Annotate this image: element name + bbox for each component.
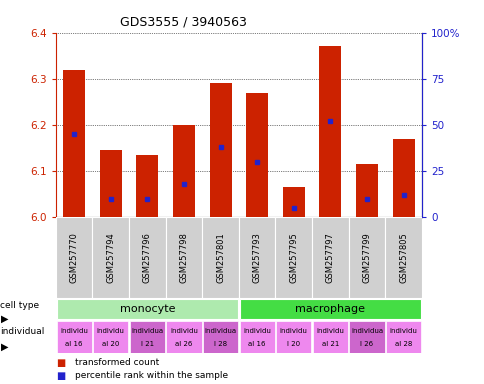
Text: individu: individu xyxy=(97,328,124,334)
FancyBboxPatch shape xyxy=(166,321,201,353)
Text: transformed count: transformed count xyxy=(75,358,159,367)
Bar xyxy=(246,93,268,217)
FancyBboxPatch shape xyxy=(239,299,420,319)
Bar xyxy=(173,125,195,217)
FancyBboxPatch shape xyxy=(166,217,202,298)
Bar xyxy=(392,139,414,217)
FancyBboxPatch shape xyxy=(239,321,274,353)
FancyBboxPatch shape xyxy=(275,217,312,298)
Text: macrophage: macrophage xyxy=(295,304,364,314)
Text: al 21: al 21 xyxy=(321,341,338,347)
Text: al 16: al 16 xyxy=(65,341,83,347)
Text: GDS3555 / 3940563: GDS3555 / 3940563 xyxy=(120,15,247,28)
FancyBboxPatch shape xyxy=(349,321,384,353)
Text: percentile rank within the sample: percentile rank within the sample xyxy=(75,371,228,380)
Text: GSM257798: GSM257798 xyxy=(179,232,188,283)
Bar xyxy=(209,83,231,217)
Text: al 28: al 28 xyxy=(394,341,411,347)
Text: GSM257770: GSM257770 xyxy=(69,232,78,283)
Text: individu: individu xyxy=(279,328,307,334)
FancyBboxPatch shape xyxy=(385,321,420,353)
Text: cell type: cell type xyxy=(0,301,40,310)
FancyBboxPatch shape xyxy=(276,321,311,353)
FancyBboxPatch shape xyxy=(56,217,92,298)
Text: GSM257797: GSM257797 xyxy=(325,232,334,283)
Text: al 16: al 16 xyxy=(248,341,265,347)
FancyBboxPatch shape xyxy=(312,217,348,298)
FancyBboxPatch shape xyxy=(92,217,129,298)
Text: GSM257805: GSM257805 xyxy=(398,232,408,283)
Text: GSM257793: GSM257793 xyxy=(252,232,261,283)
Text: GSM257796: GSM257796 xyxy=(142,232,151,283)
FancyBboxPatch shape xyxy=(312,321,347,353)
Bar xyxy=(100,150,121,217)
Bar xyxy=(319,46,341,217)
Bar xyxy=(282,187,304,217)
Text: al 26: al 26 xyxy=(175,341,192,347)
FancyBboxPatch shape xyxy=(56,217,421,298)
FancyBboxPatch shape xyxy=(239,217,275,298)
Text: GSM257794: GSM257794 xyxy=(106,232,115,283)
Text: GSM257799: GSM257799 xyxy=(362,232,371,283)
Bar xyxy=(355,164,377,217)
FancyBboxPatch shape xyxy=(57,321,91,353)
Bar xyxy=(63,70,85,217)
FancyBboxPatch shape xyxy=(57,299,238,319)
Text: al 20: al 20 xyxy=(102,341,119,347)
Text: individu: individu xyxy=(389,328,417,334)
Text: l 26: l 26 xyxy=(360,341,373,347)
Text: individua: individua xyxy=(131,328,163,334)
Text: l 28: l 28 xyxy=(213,341,227,347)
Text: GSM257795: GSM257795 xyxy=(288,232,298,283)
FancyBboxPatch shape xyxy=(129,217,166,298)
Text: ■: ■ xyxy=(56,371,65,381)
FancyBboxPatch shape xyxy=(202,217,239,298)
Bar xyxy=(136,155,158,217)
Text: individu: individu xyxy=(243,328,271,334)
Text: individua: individua xyxy=(204,328,236,334)
Text: individual: individual xyxy=(0,327,45,336)
Text: individu: individu xyxy=(60,328,88,334)
Text: individua: individua xyxy=(350,328,382,334)
Text: ■: ■ xyxy=(56,358,65,368)
Text: GSM257801: GSM257801 xyxy=(215,232,225,283)
Text: individu: individu xyxy=(316,328,344,334)
FancyBboxPatch shape xyxy=(203,321,238,353)
Text: l 21: l 21 xyxy=(140,341,153,347)
FancyBboxPatch shape xyxy=(93,321,128,353)
Text: ▶: ▶ xyxy=(0,341,8,352)
Text: monocyte: monocyte xyxy=(120,304,175,314)
Text: ▶: ▶ xyxy=(0,314,8,324)
Text: l 20: l 20 xyxy=(287,341,300,347)
FancyBboxPatch shape xyxy=(130,321,165,353)
Text: individu: individu xyxy=(170,328,197,334)
FancyBboxPatch shape xyxy=(384,217,421,298)
FancyBboxPatch shape xyxy=(348,217,384,298)
